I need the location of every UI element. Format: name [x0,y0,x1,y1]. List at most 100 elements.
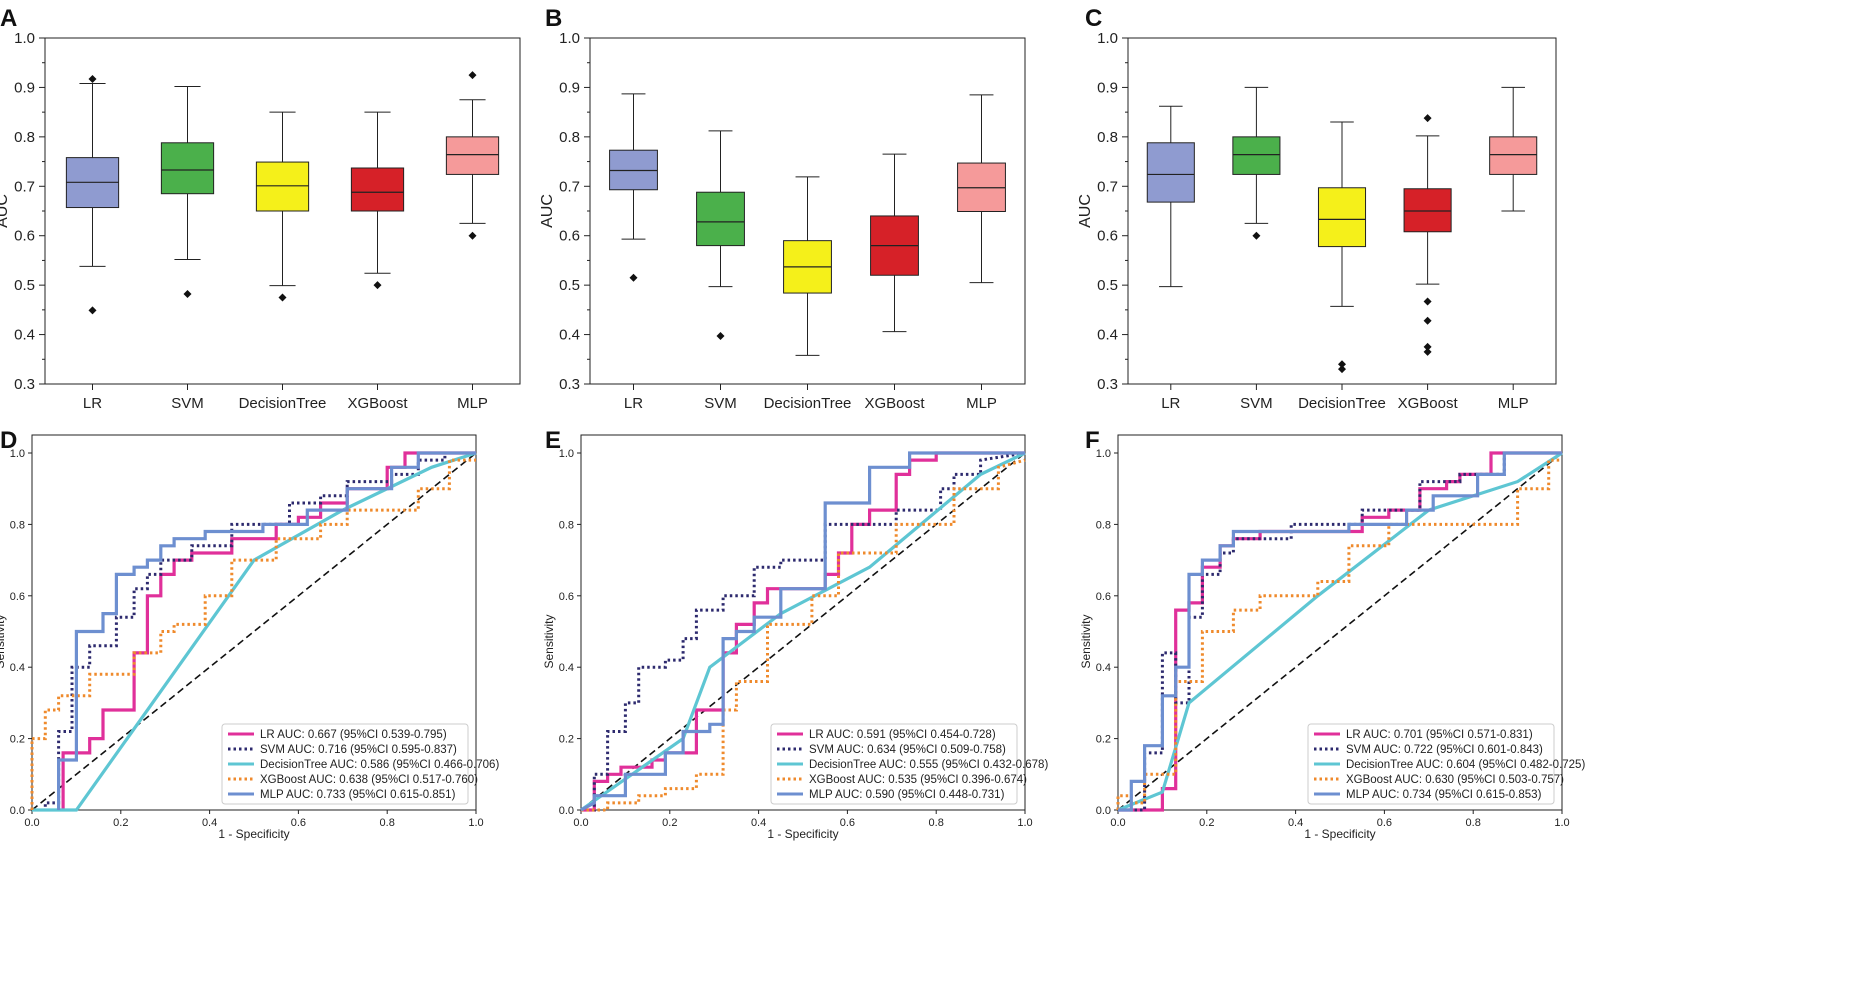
x-tick-label: 0.4 [1288,817,1303,829]
legend: LR AUC: 0.667 (95%CI 0.539-0.795) SVM AUC… [221,723,499,805]
x-tick-label: 0.0 [573,817,588,829]
panel-letter-B: B [545,5,562,32]
box-SVM: SVM [696,130,745,412]
y-tick-label: 0.4 [1096,662,1111,674]
x-tick-label: 1.0 [1017,817,1032,829]
outlier-point [1423,342,1432,351]
y-tick-label: 0.8 [1097,129,1118,146]
legend-entry: SVM AUC: 0.716 (95%CI 0.595-0.837) [260,744,457,756]
x-tick-label: 0.0 [1110,817,1125,829]
plot-frame [31,434,477,811]
outlier-point [88,75,97,84]
roc-curve-4 [56,451,476,810]
y-tick-label: 0.9 [1097,79,1118,96]
roc-curve-1 [1118,451,1562,812]
outlier-point [468,231,477,240]
y-tick-label: 0.5 [1097,277,1118,294]
box-iqr [1232,136,1281,175]
box-DecisionTree: DecisionTree [1298,121,1386,412]
y-tick-label: 0.7 [559,178,580,195]
y-tick-label: 0.4 [14,327,35,344]
x-axis-label: 1 - Specificity [1304,827,1375,841]
x-tick-label: MLP [966,395,997,412]
x-tick-label: 0.8 [380,817,395,829]
panel-letter-C: C [1085,5,1102,32]
box-LR: LR [1146,105,1195,412]
x-tick-label: 0.0 [24,817,39,829]
legend-entry: SVM AUC: 0.722 (95%CI 0.601-0.843) [1346,744,1543,756]
panel-letter-D: D [0,427,17,454]
y-tick-label: 0.2 [10,734,25,746]
outlier-point [716,332,725,341]
x-tick-label: LR [624,395,643,412]
box-iqr [1317,187,1367,248]
y-tick-label: 0.3 [1097,376,1118,393]
x-tick-label: SVM [704,395,737,412]
y-axis-label: AUC [1077,194,1094,228]
roc-curve-4 [580,451,1025,812]
legend-entry: DecisionTree AUC: 0.586 (95%CI 0.466-0.7… [260,759,499,771]
chance-diagonal [1117,452,1563,811]
y-tick-label: 0.8 [14,129,35,146]
legend-box [770,723,1018,805]
legend-entry: XGBoost AUC: 0.638 (95%CI 0.517-0.760) [260,774,478,786]
y-tick-label: 0.3 [559,376,580,393]
legend-entry: XGBoost AUC: 0.630 (95%CI 0.503-0.757) [1346,774,1564,786]
y-tick-label: 0.9 [14,79,35,96]
y-tick-label: 0.0 [1096,805,1111,817]
legend: LR AUC: 0.591 (95%CI 0.454-0.728) SVM AUC… [770,723,1048,805]
y-tick-label: 0.3 [14,376,35,393]
x-tick-label: 0.2 [113,817,128,829]
y-tick-label: 0.8 [10,519,25,531]
y-axis-label: AUC [539,194,556,228]
panel-B: B 0.3 0.4 0.5 0.6 0.7 0.8 0.9 1.0 AUC LR SVM Decisio… [539,5,1026,412]
roc-curve-3 [581,458,1026,812]
box-iqr [696,191,745,247]
y-tick-label: 0.0 [10,805,25,817]
x-tick-label: LR [1161,395,1180,412]
outlier-point [183,290,192,299]
y-tick-label: 0.8 [1096,519,1111,531]
roc-curve-2 [1117,451,1563,812]
legend-entry: MLP AUC: 0.734 (95%CI 0.615-0.853) [1346,789,1542,801]
y-tick-label: 1.0 [1096,448,1111,460]
box-iqr [445,136,500,175]
box-MLP: MLP [1489,86,1538,412]
x-axis-label: 1 - Specificity [767,827,838,841]
x-tick-label: SVM [171,395,204,412]
y-tick-label: 0.0 [559,805,574,817]
roc-curve-1 [32,451,476,812]
y-tick-label: 0.4 [559,662,574,674]
x-tick-label: 0.2 [1199,817,1214,829]
box-XGBoost: XGBoost [1398,114,1458,412]
y-tick-label: 0.7 [14,178,35,195]
box-DecisionTree: DecisionTree [764,176,851,412]
y-tick-label: 0.6 [1096,591,1111,603]
x-tick-label: 0.6 [1377,817,1392,829]
x-tick-label: 0.8 [1466,817,1481,829]
x-tick-label: SVM [1240,395,1273,412]
box-SVM: SVM [160,85,215,412]
legend-entry: DecisionTree AUC: 0.555 (95%CI 0.432-0.6… [809,759,1048,771]
box-iqr [1489,136,1538,175]
x-tick-label: 0.6 [291,817,306,829]
y-tick-label: 1.0 [10,448,25,460]
box-iqr [350,167,405,212]
chance-diagonal [31,452,477,811]
box-MLP: MLP [445,71,500,412]
legend-entry: DecisionTree AUC: 0.604 (95%CI 0.482-0.7… [1346,759,1585,771]
y-tick-label: 0.4 [559,327,580,344]
x-tick-label: 0.8 [929,817,944,829]
outlier-point [1423,114,1432,123]
plot-frame [580,434,1026,811]
y-tick-label: 0.5 [559,277,580,294]
outlier-point [373,281,382,290]
y-tick-label: 0.6 [559,228,580,245]
outlier-point [1423,347,1432,356]
outlier-point [1252,231,1261,240]
x-tick-label: DecisionTree [239,395,327,412]
legend-entry: SVM AUC: 0.634 (95%CI 0.509-0.758) [809,744,1006,756]
panel-letter-F: F [1085,427,1100,454]
y-tick-label: 0.9 [559,79,580,96]
